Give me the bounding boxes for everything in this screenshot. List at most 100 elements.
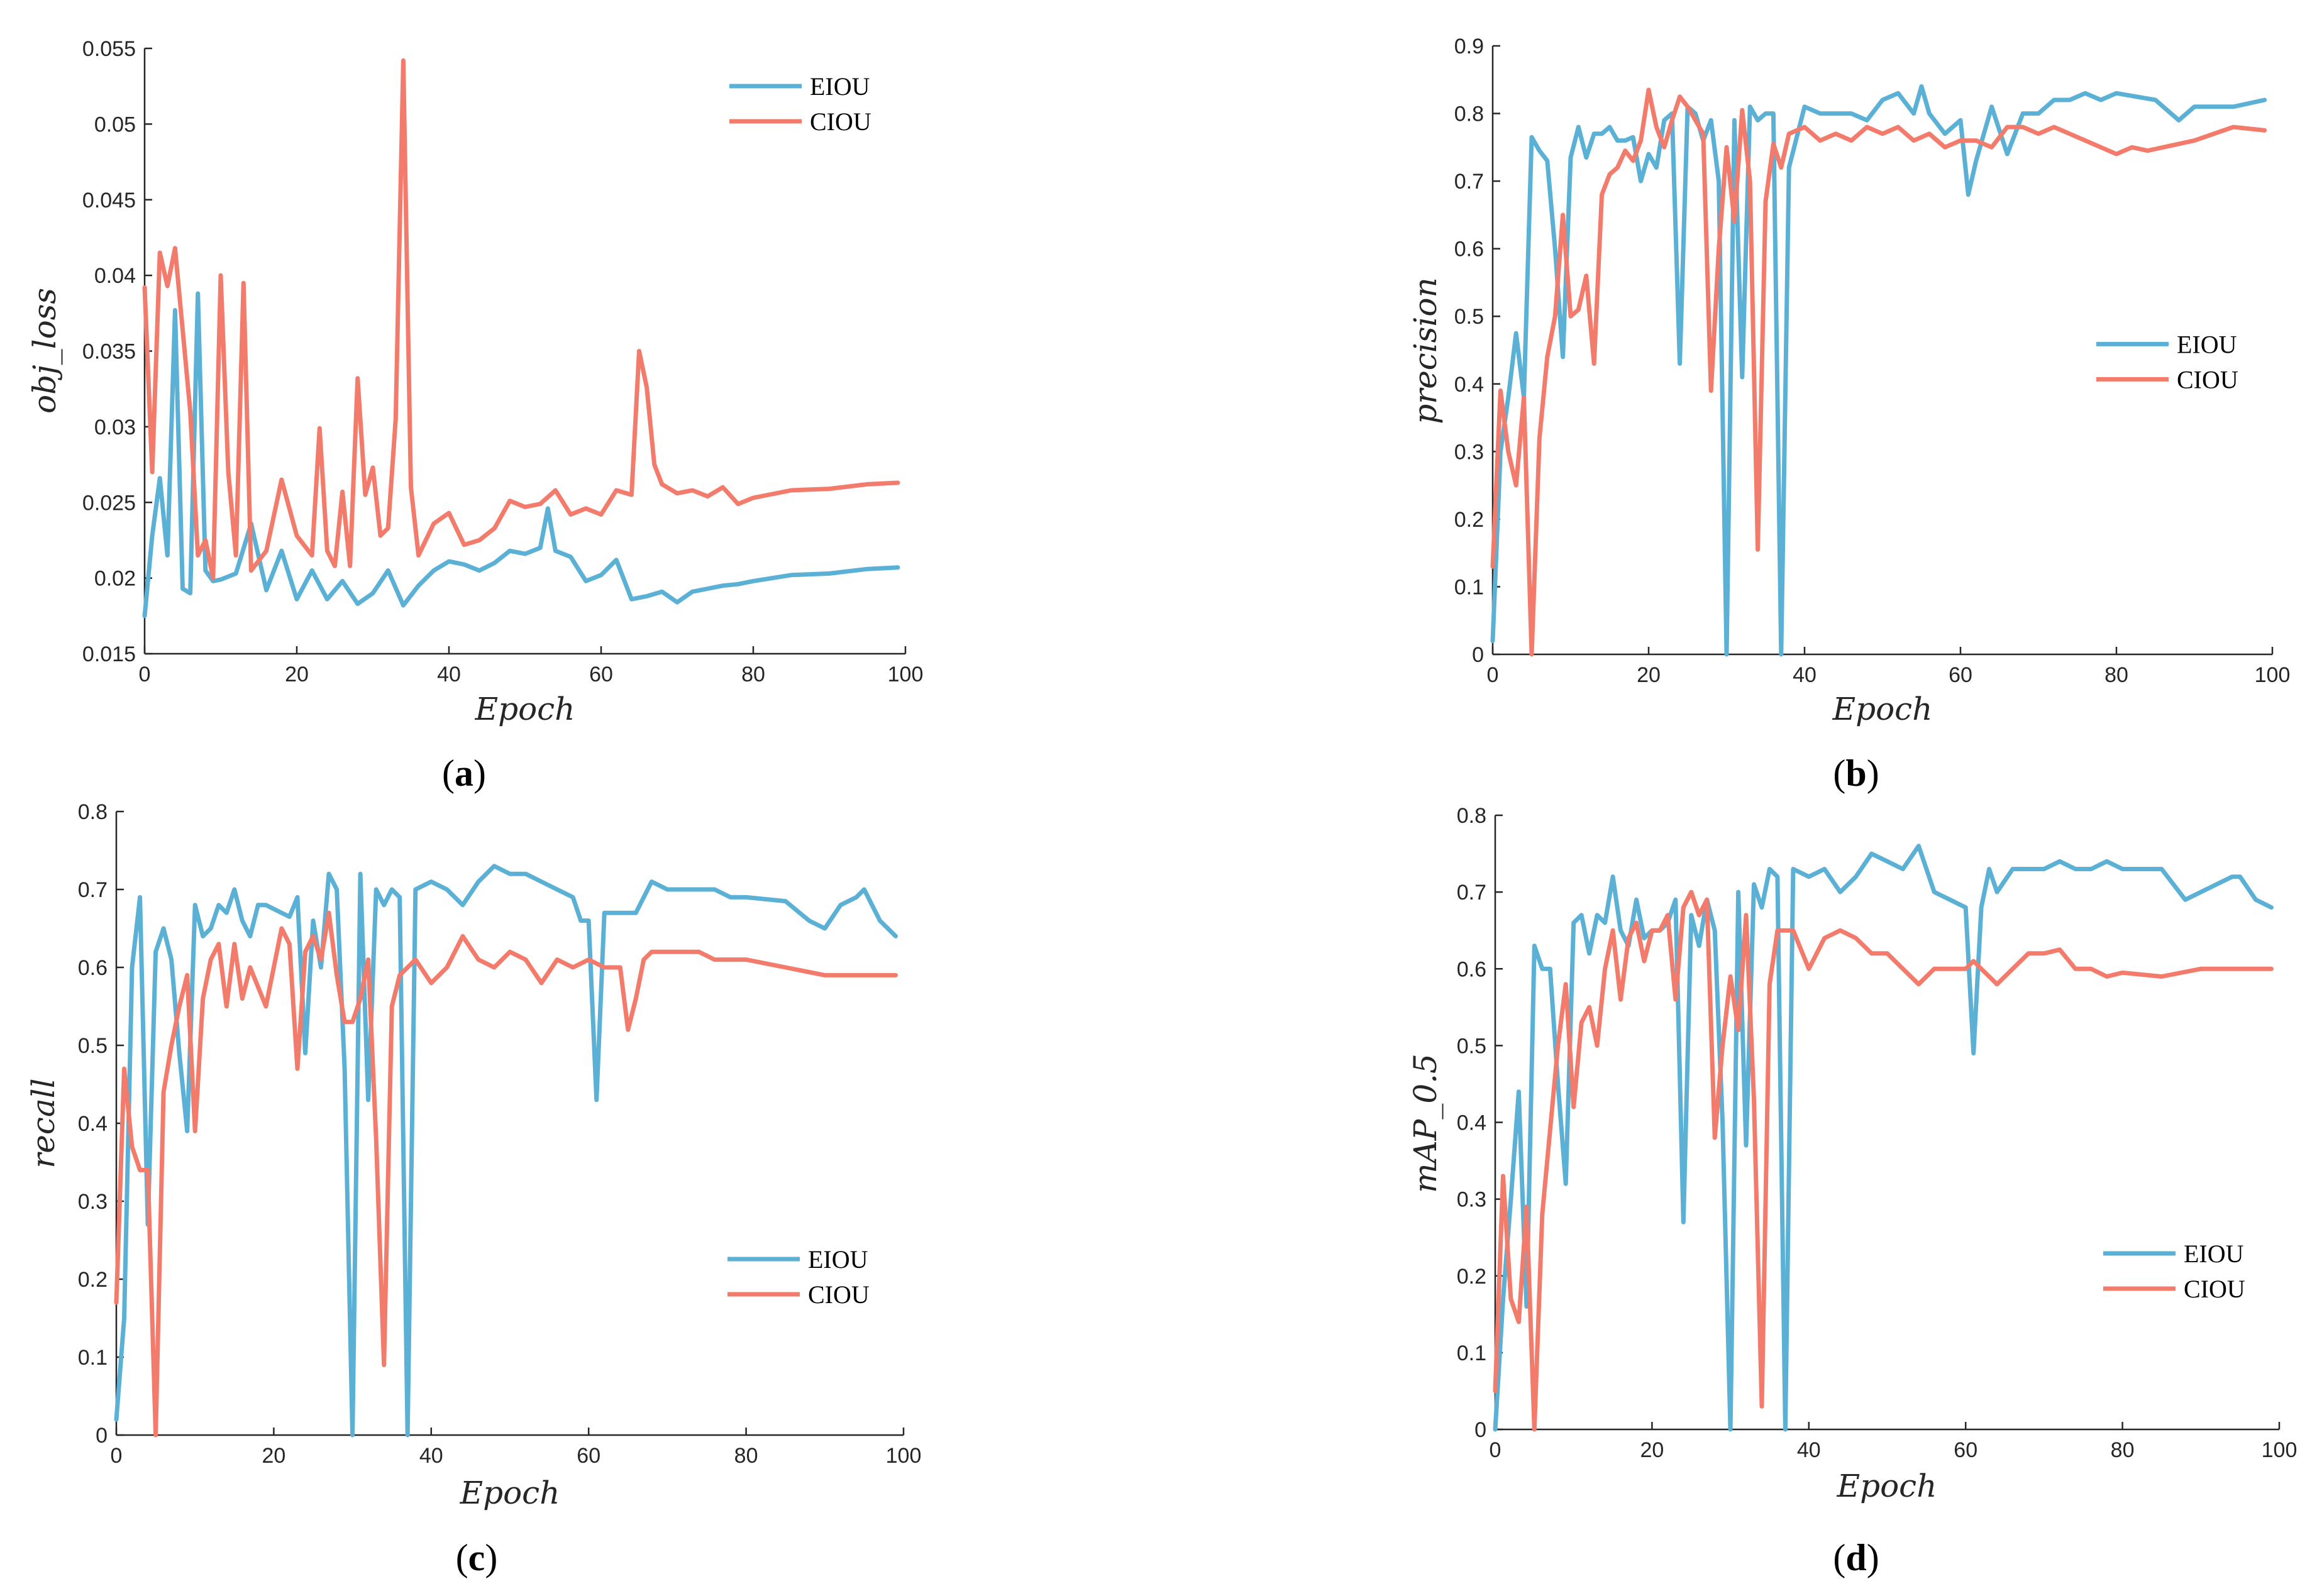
legend-label-eiou-a: EIOU	[810, 72, 870, 101]
y-tick-label-d: 0.4	[1457, 1111, 1486, 1135]
y-axis-label-c: recall	[25, 1078, 62, 1168]
series-line-ciou-b	[1490, 87, 2267, 657]
x-tick-label-b: 80	[2104, 663, 2128, 687]
y-tick-label-c: 0.5	[78, 1034, 108, 1058]
y-tick-label-b: 0.5	[1454, 305, 1484, 329]
y-tick-label-c: 0.1	[78, 1346, 108, 1370]
x-tick-label-d: 100	[2262, 1438, 2298, 1462]
y-tick-label-b: 0.1	[1454, 575, 1484, 599]
caption-d: (d)	[1833, 1537, 1879, 1578]
x-tick-label-d: 40	[1797, 1438, 1821, 1462]
x-tick-label-c: 80	[734, 1444, 758, 1468]
legend-label-ciou-c: CIOU	[808, 1280, 870, 1309]
y-tick-label-a: 0.02	[94, 567, 136, 591]
y-tick-label-a: 0.055	[82, 37, 136, 61]
y-tick-label-c: 0.4	[78, 1112, 108, 1136]
y-tick-label-b: 0.7	[1454, 170, 1484, 194]
y-tick-label-c: 0.2	[78, 1268, 108, 1292]
plot-area-a: 0 20 40 60 80 100 0.015 0.02 0.025 0.03 0.035 0.04 0…	[82, 37, 923, 686]
legend-label-ciou-a: CIOU	[810, 107, 871, 136]
x-axis-label-a: Epoch	[475, 691, 575, 727]
x-tick-label-b: 20	[1637, 663, 1661, 687]
panel-a: 0 20 40 60 80 100 0.015 0.02 0.025 0.03 0.035 0.04 0…	[26, 37, 923, 794]
y-tick-label-d: 0.5	[1457, 1034, 1486, 1058]
x-axis-label-c: Epoch	[460, 1475, 560, 1511]
series-line-ciou-a	[142, 58, 900, 581]
caption-b: (b)	[1833, 752, 1879, 794]
x-tick-label-b: 100	[2255, 663, 2291, 687]
series-line-ciou-c	[114, 910, 898, 1438]
x-tick-label-a: 0	[139, 663, 151, 686]
y-tick-label-c: 0.3	[78, 1190, 108, 1214]
y-tick-label-d: 0.1	[1457, 1341, 1486, 1365]
y-axis-label-a: obj_loss	[26, 288, 63, 414]
panel-d: 0 20 40 60 80 100 0 0.1 0.2 0.3 0.4 0.5 0.6 0.7 0.8 EIO…	[1407, 804, 2297, 1578]
series-line-eiou-d	[1493, 844, 2274, 1432]
y-tick-label-c: 0.6	[78, 956, 108, 980]
y-tick-label-a: 0.03	[94, 416, 136, 439]
x-tick-label-c: 0	[111, 1444, 123, 1468]
y-axis-label-b: precision	[1407, 277, 1444, 424]
y-tick-label-b: 0.6	[1454, 238, 1484, 261]
caption-a-letter: a	[455, 752, 473, 794]
x-tick-label-c: 40	[419, 1444, 443, 1468]
x-axis-label-b: Epoch	[1832, 691, 1933, 727]
y-tick-label-b: 0	[1472, 643, 1484, 667]
y-tick-label-b: 0.9	[1454, 35, 1484, 58]
y-tick-label-a: 0.05	[94, 113, 136, 136]
series-line-ciou-d	[1493, 889, 2274, 1432]
caption-b-letter: b	[1845, 752, 1866, 794]
x-tick-label-d: 20	[1640, 1438, 1664, 1462]
x-tick-label-b: 40	[1793, 663, 1817, 687]
panel-c: 0 20 40 60 80 100 0 0.1 0.2 0.3 0.4 0.5 0.6 0.7 0.8 EIO…	[25, 800, 921, 1578]
series-line-eiou-a	[142, 291, 900, 619]
x-tick-label-d: 80	[2111, 1438, 2135, 1462]
y-tick-label-a: 0.025	[82, 491, 136, 515]
plot-area-d: 0 20 40 60 80 100 0 0.1 0.2 0.3 0.4 0.5 0.6 0.7 0.8 EIO…	[1457, 804, 2298, 1462]
legend-label-eiou-d: EIOU	[2184, 1240, 2244, 1268]
x-tick-label-b: 60	[1949, 663, 1972, 687]
y-tick-label-b: 0.3	[1454, 440, 1484, 464]
y-tick-label-b: 0.4	[1454, 373, 1484, 397]
y-tick-label-c: 0.8	[78, 800, 108, 824]
x-tick-label-a: 100	[888, 663, 924, 686]
y-tick-label-a: 0.045	[82, 189, 136, 212]
y-tick-label-a: 0.035	[82, 340, 136, 364]
caption-c-letter: c	[468, 1537, 485, 1578]
x-tick-label-a: 80	[741, 663, 765, 686]
y-tick-label-a: 0.015	[82, 642, 136, 666]
y-tick-label-d: 0.3	[1457, 1188, 1486, 1212]
y-tick-label-b: 0.2	[1454, 508, 1484, 532]
panel-b: 0 20 40 60 80 100 0 0.1 0.2 0.3 0.4 0.5 0.6 0.7 0.8 0.9…	[1407, 35, 2290, 794]
series-line-eiou-b	[1490, 84, 2267, 657]
x-axis-label-d: Epoch	[1837, 1468, 1937, 1504]
caption-c: (c)	[456, 1537, 498, 1578]
series-line-eiou-c	[114, 864, 898, 1438]
y-tick-label-a: 0.04	[94, 264, 136, 288]
x-tick-label-a: 40	[437, 663, 461, 686]
x-tick-label-d: 60	[1954, 1438, 1977, 1462]
legend-label-ciou-b: CIOU	[2177, 365, 2238, 393]
plot-area-b: 0 20 40 60 80 100 0 0.1 0.2 0.3 0.4 0.5 0.6 0.7 0.8 0.9…	[1454, 35, 2291, 687]
x-tick-label-d: 0	[1490, 1438, 1501, 1462]
x-tick-label-a: 60	[589, 663, 613, 686]
x-tick-label-c: 20	[262, 1444, 285, 1468]
y-tick-label-c: 0	[96, 1424, 108, 1448]
legend-label-eiou-c: EIOU	[808, 1245, 868, 1274]
y-axis-label-d: mAP_0.5	[1407, 1054, 1444, 1193]
plot-area-c: 0 20 40 60 80 100 0 0.1 0.2 0.3 0.4 0.5 0.6 0.7 0.8 EIO…	[78, 800, 922, 1468]
x-tick-label-a: 20	[285, 663, 309, 686]
x-tick-label-c: 60	[577, 1444, 600, 1468]
y-tick-label-d: 0.6	[1457, 957, 1486, 981]
legend-label-eiou-b: EIOU	[2177, 330, 2237, 358]
y-tick-label-d: 0.7	[1457, 881, 1486, 905]
x-tick-label-b: 0	[1487, 663, 1499, 687]
legend-label-ciou-d: CIOU	[2184, 1275, 2245, 1303]
caption-a: (a)	[442, 752, 486, 794]
y-tick-label-c: 0.7	[78, 878, 108, 902]
y-tick-label-d: 0	[1474, 1418, 1486, 1442]
x-tick-label-c: 100	[886, 1444, 922, 1468]
y-tick-label-b: 0.8	[1454, 102, 1484, 126]
